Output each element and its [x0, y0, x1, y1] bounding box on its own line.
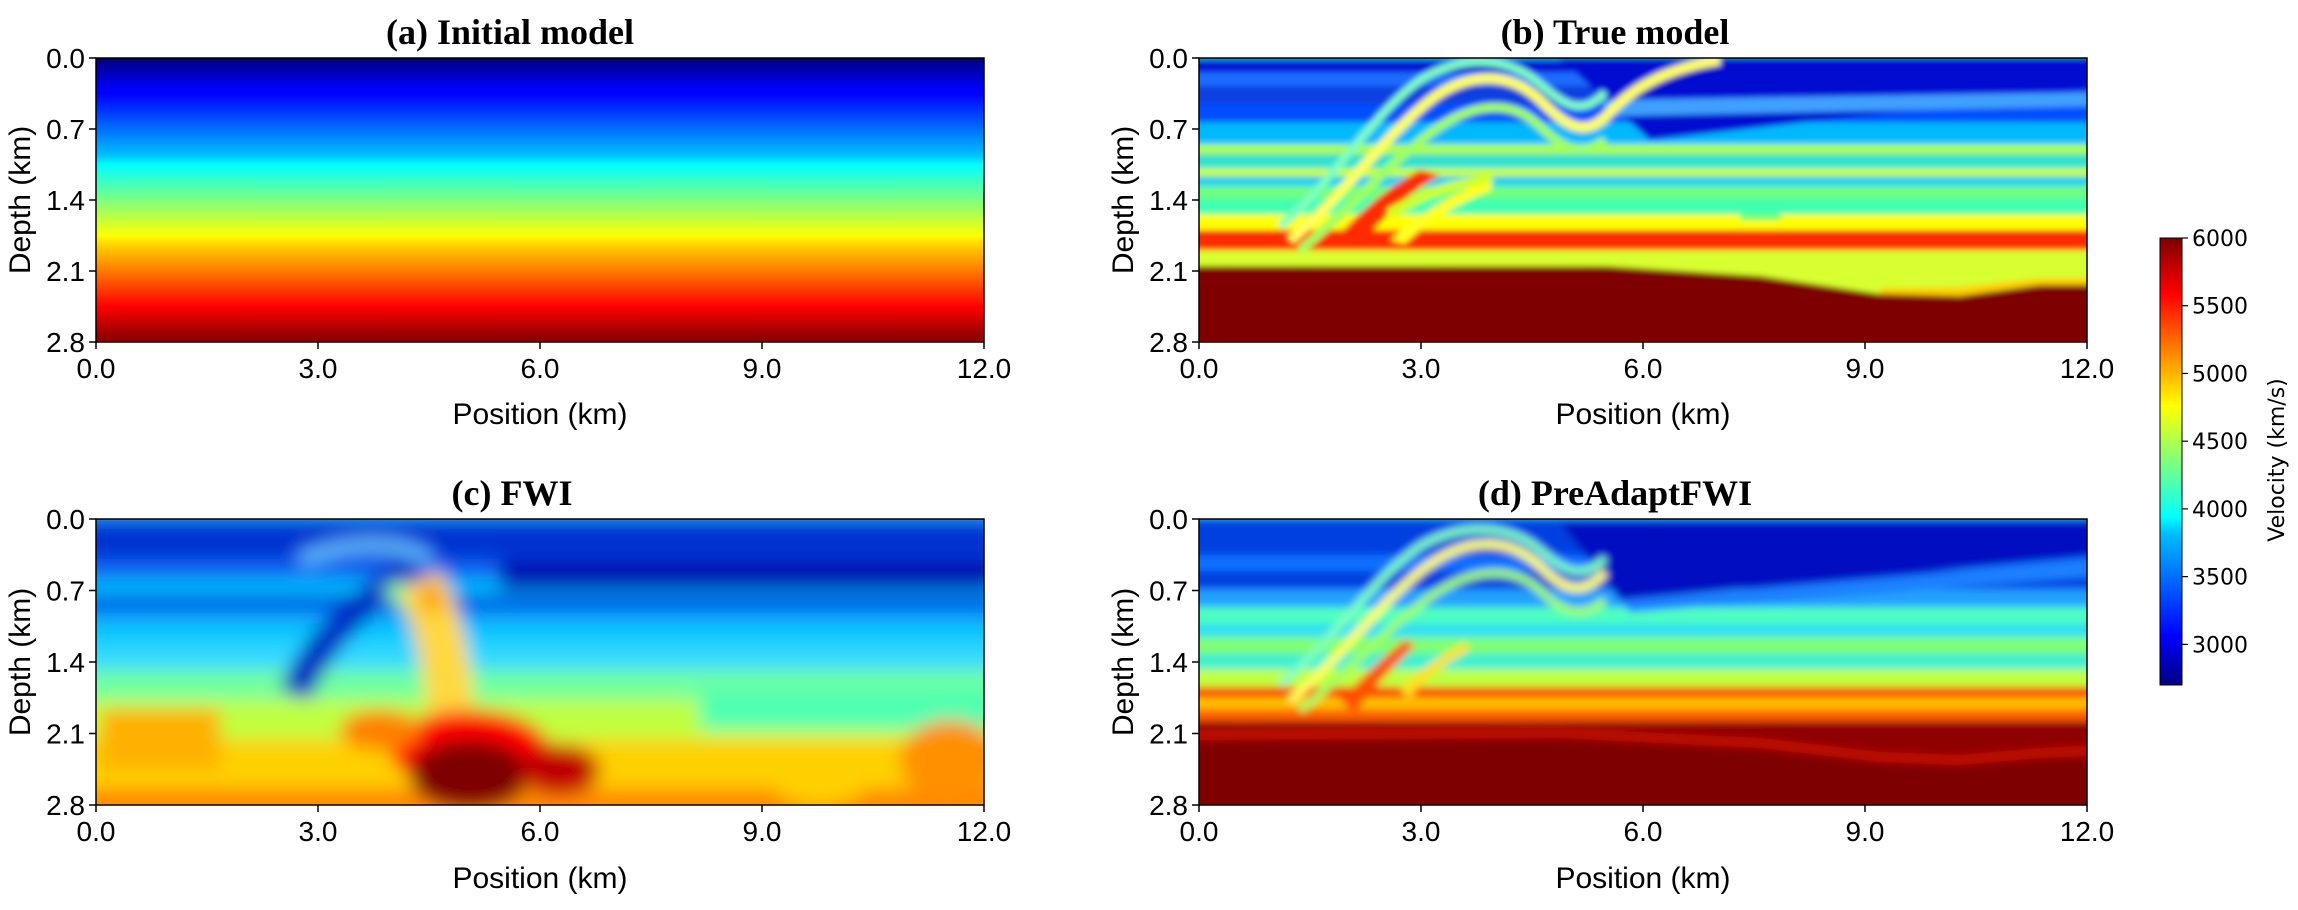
xtick-label: 9.0: [743, 816, 782, 847]
panel-d-ticks: 0.0 3.0 6.0 9.0 12.0 0.0 0.7 1.4 2.1 2.8: [1149, 504, 2114, 847]
ytick-label: 2.1: [1149, 256, 1188, 287]
xtick-label: 12.0: [957, 816, 1012, 847]
panel-d-xlabel: Position (km): [1555, 862, 1730, 895]
xtick-label: 6.0: [1624, 353, 1663, 384]
xtick-label: 3.0: [1402, 353, 1441, 384]
colorbar-tick-label: 5000: [2192, 362, 2248, 387]
xtick-label: 6.0: [521, 353, 560, 384]
panel-d-ylabel: Depth (km): [1107, 588, 1140, 736]
xtick-label: 6.0: [1624, 816, 1663, 847]
ytick-label: 0.0: [1149, 504, 1188, 535]
ytick-label: 2.8: [46, 327, 85, 358]
xtick-label: 0.0: [1180, 353, 1219, 384]
panel-c-title: (c) FWI: [452, 473, 573, 513]
ytick-label: 2.1: [46, 256, 85, 287]
panel-d-heatmap: [1199, 519, 2087, 805]
ytick-label: 2.1: [46, 719, 85, 750]
panel-a-xlabel: Position (km): [452, 398, 627, 431]
ytick-label: 0.7: [1149, 114, 1188, 145]
panel-a-title: (a) Initial model: [386, 12, 634, 52]
xtick-label: 9.0: [1846, 353, 1885, 384]
xtick-label: 3.0: [299, 816, 338, 847]
ytick-label: 0.7: [46, 576, 85, 607]
colorbar-label: Velocity (km/s): [2265, 378, 2290, 542]
xtick-label: 3.0: [299, 353, 338, 384]
panel-a-heatmap: [96, 58, 984, 342]
ytick-label: 0.0: [1149, 43, 1188, 74]
xtick-label: 12.0: [957, 353, 1012, 384]
panel-b-ticks: 0.0 3.0 6.0 9.0 12.0 0.0 0.7 1.4 2.1 2.8: [1149, 43, 2114, 384]
xtick-label: 6.0: [521, 816, 560, 847]
ytick-label: 2.8: [1149, 327, 1188, 358]
ytick-label: 1.4: [1149, 647, 1188, 678]
panel-b-ylabel: Depth (km): [1107, 126, 1140, 274]
panel-b-heatmap: [1199, 58, 2087, 342]
colorbar-tick-label: 5500: [2192, 295, 2248, 320]
xtick-label: 12.0: [2060, 816, 2115, 847]
panel-d: (d) PreAdaptFWI: [1107, 473, 2114, 895]
colorbar-tick-label: 4500: [2192, 430, 2248, 455]
colorbar-tick-label: 4000: [2192, 498, 2248, 523]
panel-c-heatmap: [96, 519, 984, 805]
ytick-label: 0.7: [1149, 576, 1188, 607]
colorbar-tick-label: 6000: [2192, 227, 2248, 252]
colorbar: 3000 3500 4000 4500 5000 5500 6000 Velocity (k…: [2159, 227, 2290, 686]
colorbar-tick-label: 3000: [2192, 633, 2248, 658]
colorbar-gradient: [2159, 237, 2183, 686]
ytick-label: 2.8: [46, 790, 85, 821]
ytick-label: 1.4: [46, 185, 85, 216]
xtick-label: 0.0: [1180, 816, 1219, 847]
panel-a-ylabel: Depth (km): [4, 126, 37, 274]
xtick-label: 9.0: [743, 353, 782, 384]
ytick-label: 0.0: [46, 43, 85, 74]
colorbar-ticks: 3000 3500 4000 4500 5000 5500 6000: [2182, 227, 2248, 658]
panel-a: (a) Initial model 0.0 3.0 6.0 9.0 12.0 0.0 0.7…: [4, 12, 1011, 431]
xtick-label: 12.0: [2060, 353, 2115, 384]
xtick-label: 0.0: [77, 353, 116, 384]
panel-b-xlabel: Position (km): [1555, 398, 1730, 431]
ytick-label: 0.0: [46, 504, 85, 535]
ytick-label: 2.1: [1149, 719, 1188, 750]
colorbar-tick-label: 3500: [2192, 566, 2248, 591]
ytick-label: 0.7: [46, 114, 85, 145]
panel-d-title: (d) PreAdaptFWI: [1478, 473, 1752, 513]
panel-c: (c) FWI: [4, 473, 1011, 895]
panel-a-ticks: 0.0 3.0 6.0 9.0 12.0 0.0 0.7 1.4 2.1 2.8: [46, 43, 1011, 384]
panel-b: (b) True model: [1107, 12, 2114, 431]
ytick-label: 2.8: [1149, 790, 1188, 821]
panel-c-ticks: 0.0 3.0 6.0 9.0 12.0 0.0 0.7 1.4 2.1 2.8: [46, 504, 1011, 847]
panel-b-title: (b) True model: [1501, 12, 1730, 52]
xtick-label: 9.0: [1846, 816, 1885, 847]
xtick-label: 0.0: [77, 816, 116, 847]
ytick-label: 1.4: [1149, 185, 1188, 216]
panel-c-xlabel: Position (km): [452, 862, 627, 895]
xtick-label: 3.0: [1402, 816, 1441, 847]
panel-c-ylabel: Depth (km): [4, 588, 37, 736]
ytick-label: 1.4: [46, 647, 85, 678]
